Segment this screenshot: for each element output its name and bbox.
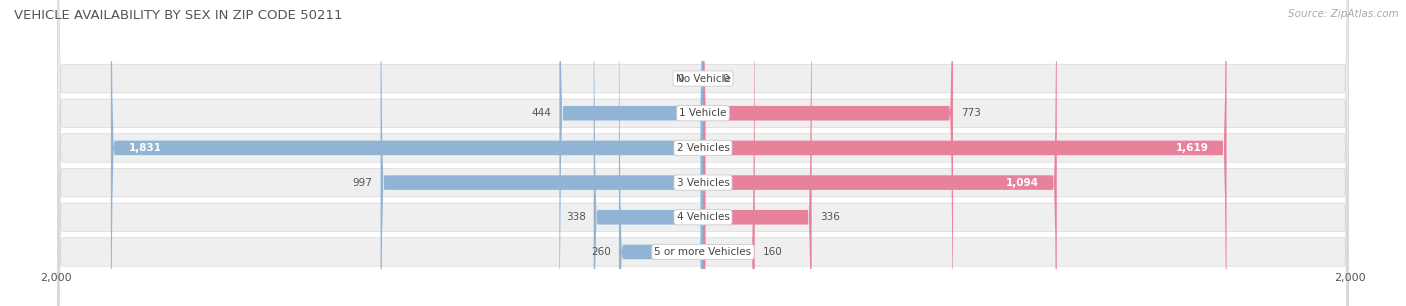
FancyBboxPatch shape: [58, 0, 1348, 306]
FancyBboxPatch shape: [58, 0, 1348, 306]
FancyBboxPatch shape: [58, 0, 1348, 306]
Text: 160: 160: [763, 247, 783, 257]
Text: 0: 0: [723, 73, 728, 84]
Text: 0: 0: [678, 73, 683, 84]
Text: 338: 338: [565, 212, 586, 222]
Text: 260: 260: [591, 247, 610, 257]
Text: 1,619: 1,619: [1175, 143, 1209, 153]
Text: 3 Vehicles: 3 Vehicles: [676, 177, 730, 188]
Text: 1,094: 1,094: [1005, 177, 1039, 188]
FancyBboxPatch shape: [58, 0, 1348, 306]
Text: 1,831: 1,831: [129, 143, 162, 153]
Text: 1 Vehicle: 1 Vehicle: [679, 108, 727, 118]
Text: 444: 444: [531, 108, 551, 118]
Text: 4 Vehicles: 4 Vehicles: [676, 212, 730, 222]
FancyBboxPatch shape: [703, 0, 755, 306]
Text: 2 Vehicles: 2 Vehicles: [676, 143, 730, 153]
FancyBboxPatch shape: [703, 0, 1057, 306]
Text: No Vehicle: No Vehicle: [675, 73, 731, 84]
FancyBboxPatch shape: [619, 0, 703, 306]
FancyBboxPatch shape: [703, 0, 953, 306]
Text: 773: 773: [962, 108, 981, 118]
FancyBboxPatch shape: [111, 0, 703, 306]
FancyBboxPatch shape: [703, 0, 811, 306]
Text: 5 or more Vehicles: 5 or more Vehicles: [654, 247, 752, 257]
FancyBboxPatch shape: [703, 0, 1226, 306]
Text: 336: 336: [820, 212, 839, 222]
FancyBboxPatch shape: [58, 0, 1348, 306]
FancyBboxPatch shape: [593, 0, 703, 306]
FancyBboxPatch shape: [560, 0, 703, 306]
Text: Source: ZipAtlas.com: Source: ZipAtlas.com: [1288, 9, 1399, 19]
Text: 997: 997: [353, 177, 373, 188]
FancyBboxPatch shape: [58, 0, 1348, 306]
Text: VEHICLE AVAILABILITY BY SEX IN ZIP CODE 50211: VEHICLE AVAILABILITY BY SEX IN ZIP CODE …: [14, 9, 343, 22]
FancyBboxPatch shape: [381, 0, 703, 306]
